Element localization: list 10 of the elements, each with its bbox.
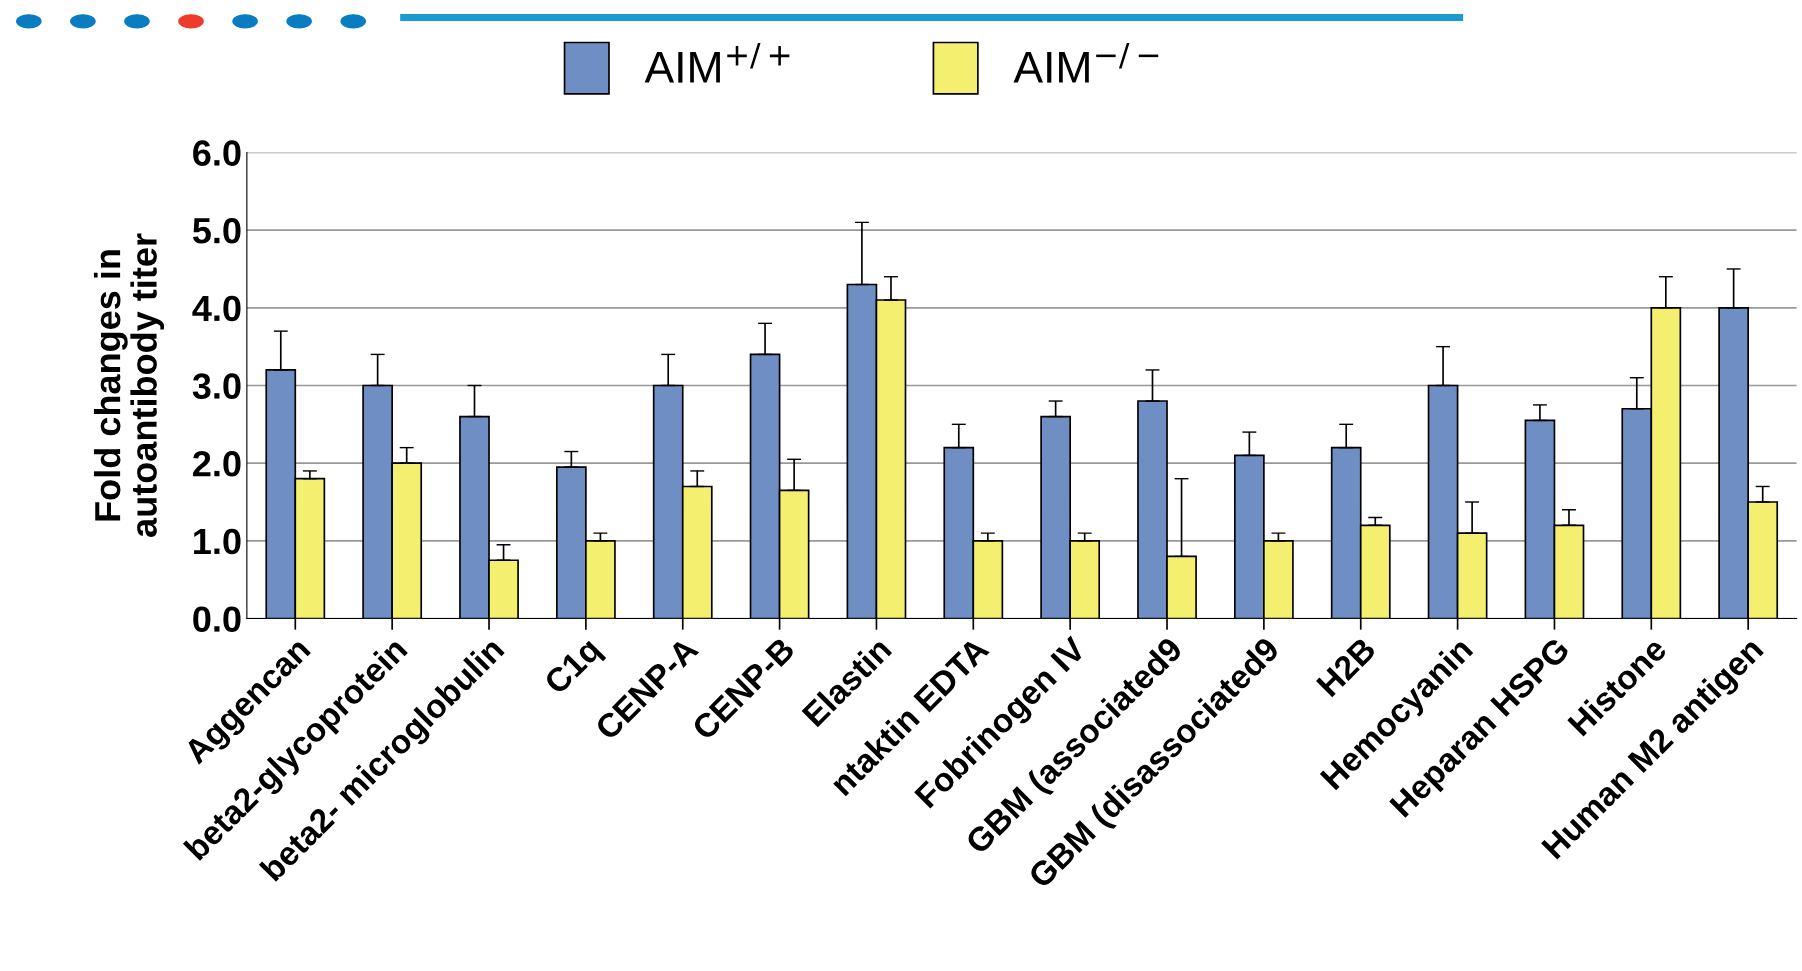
y-tick-label: 0.0 bbox=[193, 606, 241, 632]
legend-label: AIM$^{−/−}$ bbox=[1013, 42, 1159, 83]
y-tick-label: 5.0 bbox=[192, 218, 241, 244]
y-tick-label: 4.0 bbox=[192, 295, 241, 322]
y-axis-title: Fold changes in autoantibody titer bbox=[93, 233, 165, 537]
y-tick-label: 6.0 bbox=[193, 140, 241, 166]
y-tick-label: 2.0 bbox=[193, 451, 241, 477]
y-tick-label: 3.0 bbox=[192, 373, 241, 399]
legend-label: AIM$^{+/+}$ bbox=[644, 42, 790, 83]
y-tick-label: 1.0 bbox=[194, 528, 241, 555]
